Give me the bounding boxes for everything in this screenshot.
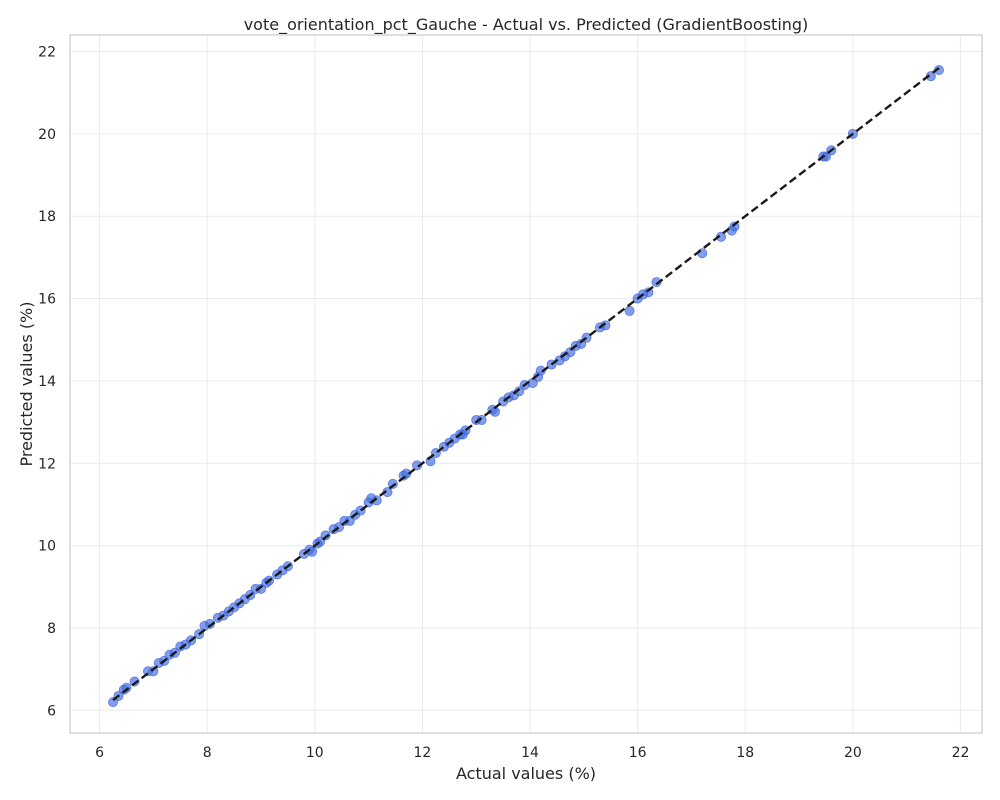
x-tick-label: 22 bbox=[952, 745, 970, 761]
y-tick-label: 6 bbox=[47, 703, 56, 719]
x-tick-label: 12 bbox=[414, 745, 432, 761]
data-point bbox=[697, 248, 708, 259]
data-point bbox=[320, 530, 331, 541]
y-tick-label: 8 bbox=[47, 621, 56, 637]
y-tick-label: 10 bbox=[38, 539, 56, 555]
data-point bbox=[643, 287, 654, 298]
y-axis-label: Predicted values (%) bbox=[17, 301, 36, 466]
data-point bbox=[307, 546, 318, 557]
x-tick-label: 20 bbox=[844, 745, 862, 761]
x-tick-label: 6 bbox=[95, 745, 104, 761]
x-tick-label: 16 bbox=[629, 745, 647, 761]
x-tick-label: 8 bbox=[203, 745, 212, 761]
y-tick-labels: 6 8 10 12 14 16 18 20 22 bbox=[38, 44, 56, 719]
x-tick-label: 10 bbox=[306, 745, 324, 761]
y-tick-label: 22 bbox=[38, 44, 56, 60]
data-point bbox=[624, 305, 635, 316]
y-tick-label: 20 bbox=[38, 127, 56, 143]
x-tick-label: 18 bbox=[736, 745, 754, 761]
data-point bbox=[121, 682, 132, 693]
y-tick-label: 14 bbox=[38, 374, 56, 390]
plot-frame bbox=[69, 34, 983, 734]
x-axis-label: Actual values (%) bbox=[456, 764, 596, 783]
data-point bbox=[729, 221, 740, 232]
chart-title: vote_orientation_pct_Gauche - Actual vs.… bbox=[244, 15, 809, 35]
y-tick-label: 18 bbox=[38, 209, 56, 225]
x-tick-label: 14 bbox=[521, 745, 539, 761]
y-tick-label: 12 bbox=[38, 456, 56, 472]
data-point bbox=[148, 666, 159, 677]
data-point bbox=[129, 676, 140, 687]
y-tick-label: 16 bbox=[38, 292, 56, 308]
data-point bbox=[387, 478, 398, 489]
reference-line bbox=[112, 66, 940, 702]
x-tick-labels: 6 8 10 12 14 16 18 20 22 bbox=[95, 745, 969, 761]
